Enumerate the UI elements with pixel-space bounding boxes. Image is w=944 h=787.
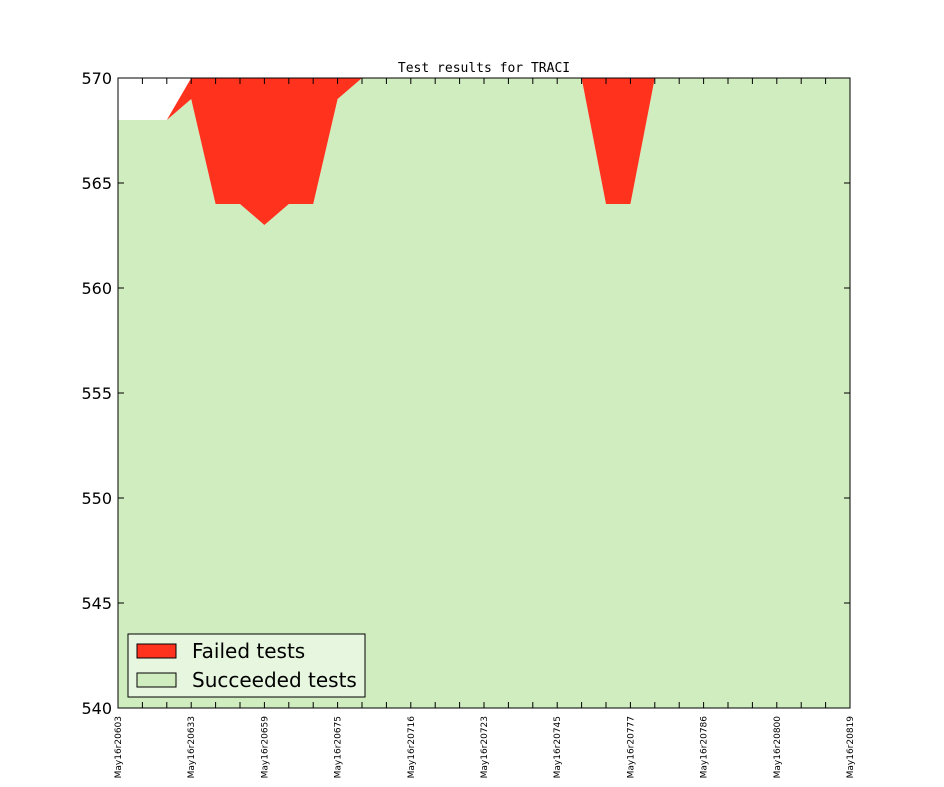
series-failed-area — [118, 78, 850, 225]
x-tick-label: May16r20786 — [700, 716, 710, 779]
x-tick-label: May16r20800 — [773, 716, 783, 779]
x-tick-label: May16r20603 — [114, 716, 124, 778]
legend-label: Succeeded tests — [192, 668, 357, 692]
legend: Failed tests Succeeded tests — [127, 633, 366, 698]
legend-swatch — [136, 672, 177, 688]
y-axis: 540 545 550 555 560 565 570 — [81, 69, 850, 718]
y-tick-label: 545 — [81, 594, 112, 613]
legend-swatch — [136, 643, 177, 659]
y-tick-label: 565 — [81, 174, 112, 193]
x-tick-label: May16r20723 — [480, 716, 490, 778]
x-tick-label: May16r20819 — [846, 716, 856, 779]
x-tick-label: May16r20659 — [260, 716, 270, 779]
y-tick-label: 555 — [81, 384, 112, 403]
y-tick-label: 560 — [81, 279, 112, 298]
x-tick-label: May16r20633 — [187, 716, 197, 778]
series-succeeded-area — [118, 78, 850, 708]
legend-label: Failed tests — [192, 639, 305, 663]
x-tick-label: May16r20777 — [626, 716, 636, 778]
x-tick-label: May16r20716 — [407, 716, 417, 779]
chart-title: Test results for TRACI — [398, 61, 570, 76]
x-tick-label: May16r20745 — [553, 716, 563, 778]
y-tick-label: 570 — [81, 69, 112, 88]
plot-area — [117, 77, 851, 709]
x-tick-label: May16r20675 — [334, 716, 344, 778]
y-tick-label: 540 — [81, 699, 112, 718]
x-axis: May16r20603 May16r20633 May16r20659 May16r2… — [114, 78, 856, 778]
y-tick-label: 550 — [81, 489, 112, 508]
